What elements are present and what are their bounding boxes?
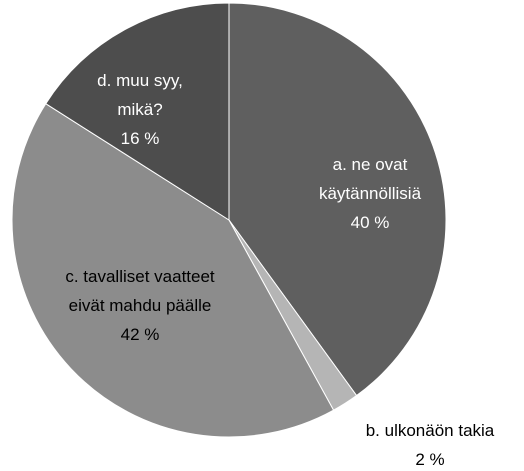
pie-slice [45,2,230,221]
slice-label: c. tavalliset vaatteet eivät mahdu pääll… [55,262,225,349]
value-label: 16 % [120,129,160,148]
category-label: b. ulkonäön takia [365,421,495,440]
value-label: 2 % [415,450,445,469]
value-label: 40 % [350,213,390,232]
pie-slice [228,2,447,397]
slice-label: a. ne ovat käytännöllisiä 40 % [295,150,445,237]
category-label: d. muu syy, mikä? [97,71,183,119]
value-label: 42 % [120,325,160,344]
pie-slice [11,103,335,438]
slice-label: b. ulkonäön takia 2 % [335,416,524,471]
slice-label: d. muu syy, mikä? 16 % [80,66,200,153]
category-label: c. tavalliset vaatteet eivät mahdu pääll… [65,267,215,315]
category-label: a. ne ovat käytännöllisiä [318,155,422,203]
